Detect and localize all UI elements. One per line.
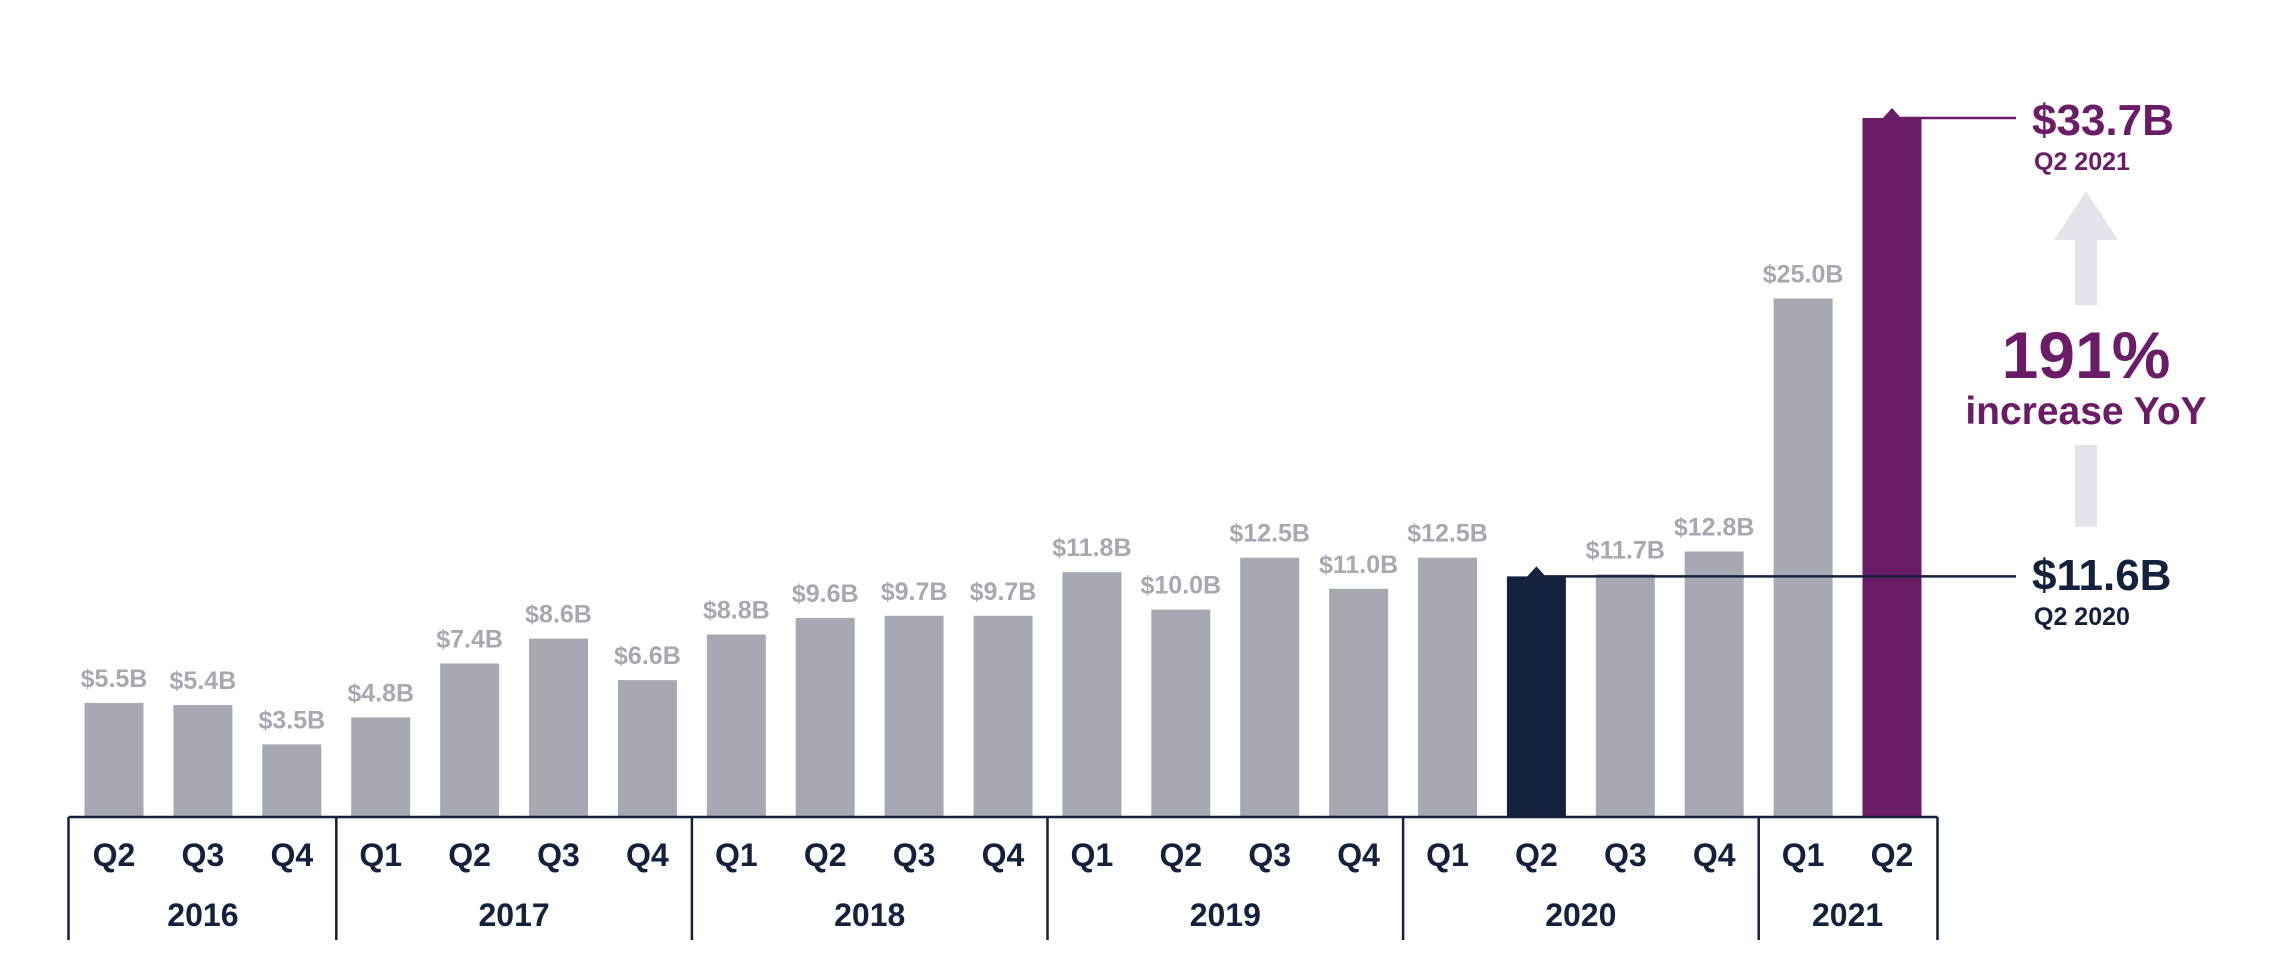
bar-value-label: $12.5B [1407, 520, 1488, 548]
quarter-tick-label: Q3 [1248, 837, 1291, 873]
bar-7 [706, 634, 766, 817]
bar-value-label: $8.6B [525, 601, 592, 629]
bar-12 [1151, 609, 1211, 817]
bar-marker [1882, 108, 1902, 119]
bar-6 [617, 680, 677, 817]
bar-1 [173, 705, 233, 817]
bar-value-label: $5.5B [81, 665, 148, 693]
bar-value-label: $8.8B [703, 597, 770, 625]
quarter-tick-label: Q1 [1426, 837, 1469, 873]
quarter-tick-label: Q1 [1782, 837, 1825, 873]
quarter-tick-label: Q2 [1515, 837, 1558, 873]
percent-increase: 191% [2002, 318, 2171, 392]
bar-17 [1595, 574, 1655, 817]
quarter-tick-label: Q4 [1337, 837, 1380, 873]
year-label: 2016 [167, 897, 238, 933]
bar-value-label: $9.7B [881, 578, 948, 606]
bar-10 [973, 615, 1033, 817]
bar-value-label: $12.5B [1229, 520, 1310, 548]
peak-period-callout: Q2 2021 [2034, 148, 2130, 176]
percent-increase-label: increase YoY [1965, 390, 2206, 433]
increase-arrow-icon [2054, 191, 2118, 527]
base-period-callout: Q2 2020 [2034, 603, 2130, 631]
bar-13 [1240, 557, 1300, 817]
category-axis: Q2 Q3 Q4 Q1 Q2 Q3 Q4 Q1 Q2 Q3 Q4 Q1 Q2 Q3 Q4 Q1 Q2 Q3 Q4 Q1… [67, 815, 1939, 940]
quarter-tick-label: Q2 [93, 837, 136, 873]
bar-value-label: $10.0B [1140, 572, 1221, 600]
bar-value-label: $11.7B [1586, 536, 1665, 564]
bar-18 [1684, 551, 1744, 817]
bar-value-label: $11.0B [1319, 551, 1398, 579]
year-label: 2021 [1812, 897, 1883, 933]
peak-value-callout: $33.7B [2032, 96, 2174, 145]
bar-value-label: $6.6B [614, 642, 681, 670]
quarter-tick-label: Q3 [537, 837, 580, 873]
bar-value-label: $7.4B [436, 626, 503, 654]
bar-14 [1329, 588, 1389, 817]
quarter-tick-label: Q3 [182, 837, 225, 873]
year-label: 2017 [479, 897, 550, 933]
bar-19 [1773, 298, 1833, 817]
bar-20 [1862, 118, 1922, 817]
bar-value-label: $9.7B [970, 578, 1037, 606]
bar-value-label: $25.0B [1763, 261, 1844, 289]
bar-9 [884, 615, 944, 817]
bar-value-label: $5.4B [170, 667, 237, 695]
bar-4 [440, 663, 500, 817]
bar-value-label: $9.6B [792, 580, 859, 608]
bar-value-label: $4.8B [347, 679, 414, 707]
quarter-tick-label: Q2 [804, 837, 847, 873]
quarter-tick-label: Q2 [1871, 837, 1914, 873]
bar-marker [1526, 566, 1547, 578]
bar-value-label: $12.8B [1674, 514, 1755, 542]
year-label: 2020 [1545, 897, 1616, 933]
bar-5 [529, 638, 588, 817]
quarter-tick-label: Q4 [1693, 837, 1736, 873]
quarter-tick-label: Q1 [715, 837, 758, 873]
bar-3 [351, 717, 411, 817]
quarter-tick-label: Q2 [448, 837, 491, 873]
year-label: 2019 [1190, 897, 1261, 933]
quarter-tick-label: Q2 [1159, 837, 1202, 873]
bar-16 [1506, 576, 1566, 817]
quarter-tick-label: Q1 [359, 837, 402, 873]
base-value-callout: $11.6B [2032, 551, 2171, 600]
bar-value-label: $11.8B [1052, 534, 1131, 562]
quarter-tick-label: Q4 [270, 837, 313, 873]
bar-15 [1418, 557, 1477, 817]
quarter-tick-label: Q1 [1071, 837, 1114, 873]
quarter-tick-label: Q4 [626, 837, 669, 873]
bar-11 [1062, 572, 1122, 817]
quarter-tick-label: Q4 [982, 837, 1025, 873]
bar-0 [84, 702, 144, 817]
quarter-tick-label: Q3 [1604, 837, 1647, 873]
bar-8 [795, 617, 855, 817]
bar-value-label: $3.5B [258, 706, 325, 734]
bars-group: $5.5B $5.4B $3.5B $4.8B $7.4B $8.6B $6.6B $8.8B… [81, 108, 1922, 817]
year-label: 2018 [834, 897, 905, 933]
quarter-tick-label: Q3 [893, 837, 936, 873]
bar-2 [262, 744, 322, 817]
